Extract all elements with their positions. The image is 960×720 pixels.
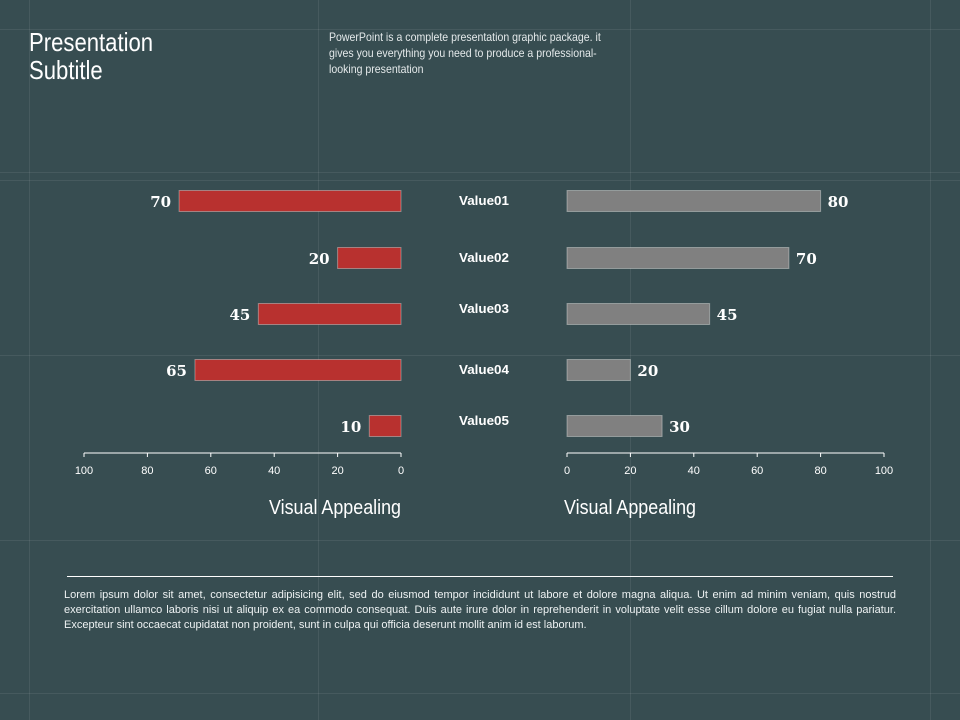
data-label: 70 <box>150 193 171 211</box>
guide-line <box>0 355 960 356</box>
guide-line <box>0 180 960 181</box>
guide-line <box>0 540 960 541</box>
tick-label: 0 <box>398 465 404 477</box>
tick-label: 80 <box>141 465 153 477</box>
guide-line <box>0 29 960 30</box>
divider <box>67 576 893 577</box>
data-label: 70 <box>796 250 817 268</box>
data-label: 20 <box>309 250 330 268</box>
bar <box>566 303 711 325</box>
category-label: Value05 <box>459 413 509 428</box>
category-label: Value03 <box>459 301 509 316</box>
data-label: 45 <box>229 306 250 324</box>
axis-title: Visual Appealing <box>564 497 696 519</box>
tick-label: 40 <box>268 465 280 477</box>
data-label: 10 <box>340 418 361 436</box>
tick-label: 100 <box>875 465 893 477</box>
footer-text: Lorem ipsum dolor sit amet, consectetur … <box>64 589 896 631</box>
bar <box>566 190 822 212</box>
tick-label: 100 <box>75 465 93 477</box>
guide-line <box>0 172 960 173</box>
tick-label: 20 <box>624 465 636 477</box>
bar <box>566 415 663 437</box>
bar <box>566 359 631 381</box>
tick-label: 60 <box>205 465 217 477</box>
guide-line <box>0 693 960 694</box>
tick-label: 0 <box>564 465 570 477</box>
data-label: 80 <box>828 193 849 211</box>
tick-label: 20 <box>331 465 343 477</box>
guide-line <box>930 0 931 720</box>
guide-line <box>630 0 631 720</box>
bar <box>337 247 402 269</box>
tick-label: 80 <box>814 465 826 477</box>
bar <box>194 359 402 381</box>
guide-line <box>29 0 30 720</box>
slide-title: Presentation Subtitle <box>29 27 154 85</box>
data-label: 65 <box>166 362 187 380</box>
data-label: 30 <box>669 418 690 436</box>
bar <box>257 303 402 325</box>
bar <box>566 247 790 269</box>
tick-label: 40 <box>688 465 700 477</box>
data-label: 45 <box>717 306 738 324</box>
bar <box>178 190 402 212</box>
axis-title: Visual Appealing <box>269 497 401 519</box>
category-label: Value04 <box>459 362 510 377</box>
category-label: Value01 <box>459 193 509 208</box>
data-label: 20 <box>637 362 658 380</box>
category-label: Value02 <box>459 250 509 265</box>
slide-description: PowerPoint is a complete presentation gr… <box>329 30 601 76</box>
bar <box>368 415 402 437</box>
tick-label: 60 <box>751 465 763 477</box>
